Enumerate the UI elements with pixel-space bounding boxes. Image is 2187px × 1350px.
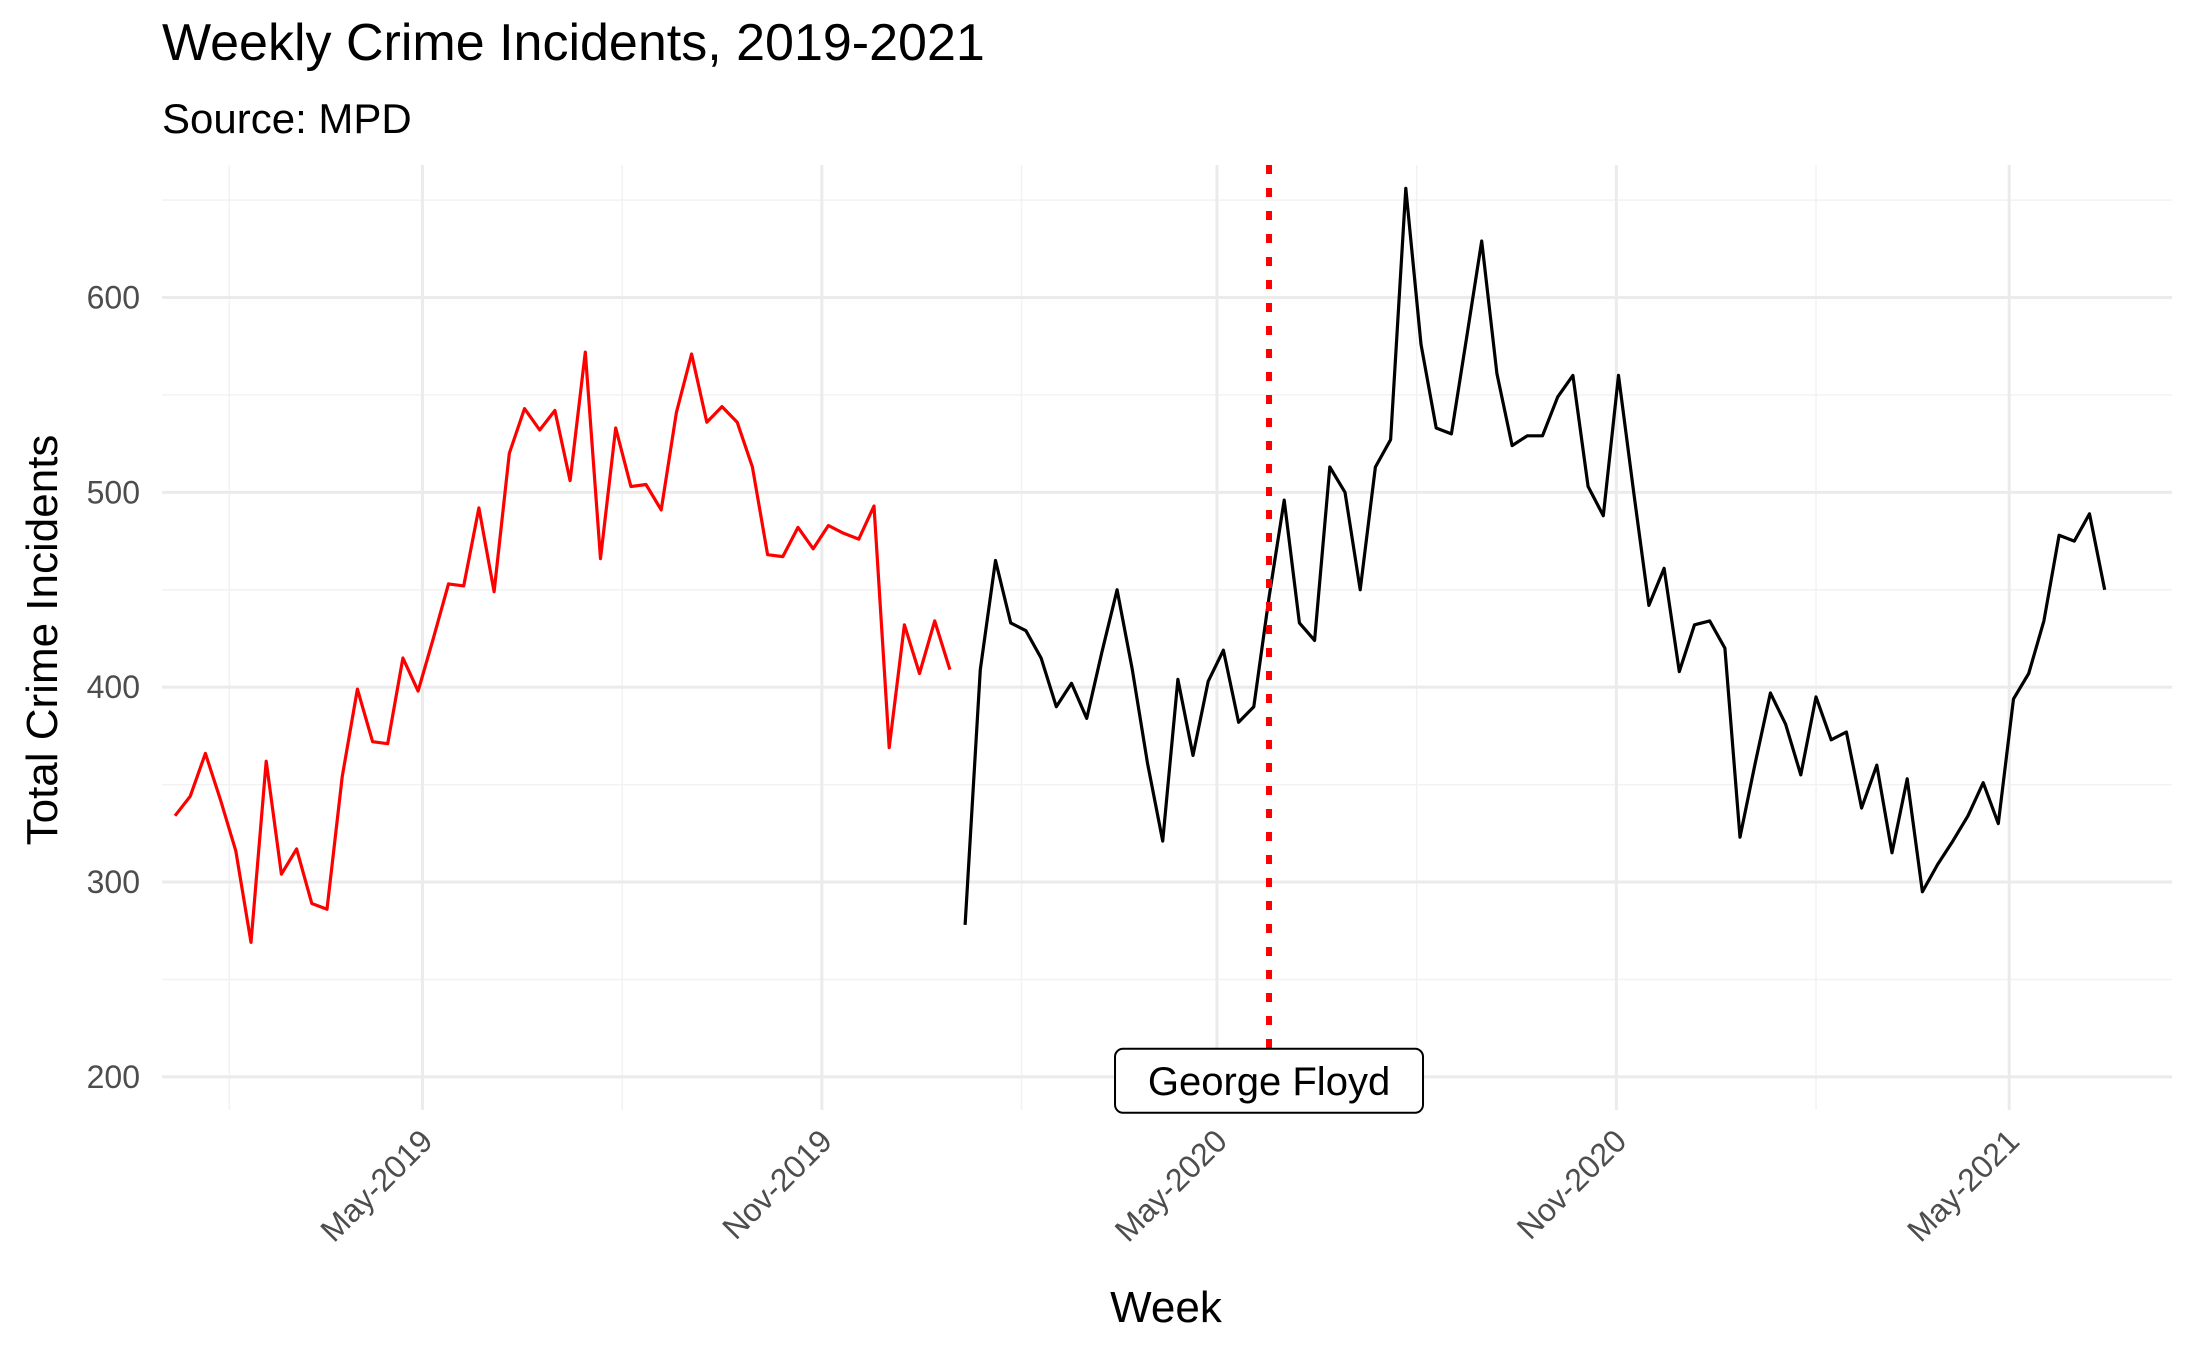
chart-subtitle: Source: MPD bbox=[162, 95, 412, 142]
x-axis-ticks: May-2019 Nov-2019 May-2020 Nov-2020 May-2021 bbox=[313, 1122, 2026, 1248]
x-tick-label-1: Nov-2019 bbox=[715, 1122, 839, 1246]
x-axis-title: Week bbox=[1110, 1283, 1223, 1332]
y-tick-label-3: 500 bbox=[87, 474, 140, 510]
x-tick-label-2: May-2020 bbox=[1108, 1122, 1234, 1248]
y-tick-label-0: 200 bbox=[87, 1059, 140, 1095]
series-line-1 bbox=[963, 186, 2107, 925]
chart-title: Weekly Crime Incidents, 2019-2021 bbox=[162, 14, 985, 72]
y-tick-label-2: 400 bbox=[87, 669, 140, 705]
annotation-label: George Floyd bbox=[1148, 1060, 1390, 1104]
x-tick-label-4: May-2021 bbox=[1900, 1122, 2026, 1248]
y-axis-title: Total Crime Incidents bbox=[18, 435, 67, 846]
annotations: George Floyd bbox=[1114, 165, 1425, 1114]
y-tick-label-1: 300 bbox=[87, 864, 140, 900]
y-axis-ticks: 200 300 400 500 600 bbox=[87, 279, 140, 1094]
x-tick-label-3: Nov-2020 bbox=[1510, 1122, 1634, 1246]
series-line-0 bbox=[173, 350, 952, 945]
grid bbox=[162, 165, 2172, 1110]
annotation-label-box bbox=[1114, 1047, 1425, 1114]
x-tick-label-0: May-2019 bbox=[313, 1122, 439, 1248]
y-tick-label-4: 600 bbox=[87, 279, 140, 315]
series-lines bbox=[173, 186, 2107, 945]
